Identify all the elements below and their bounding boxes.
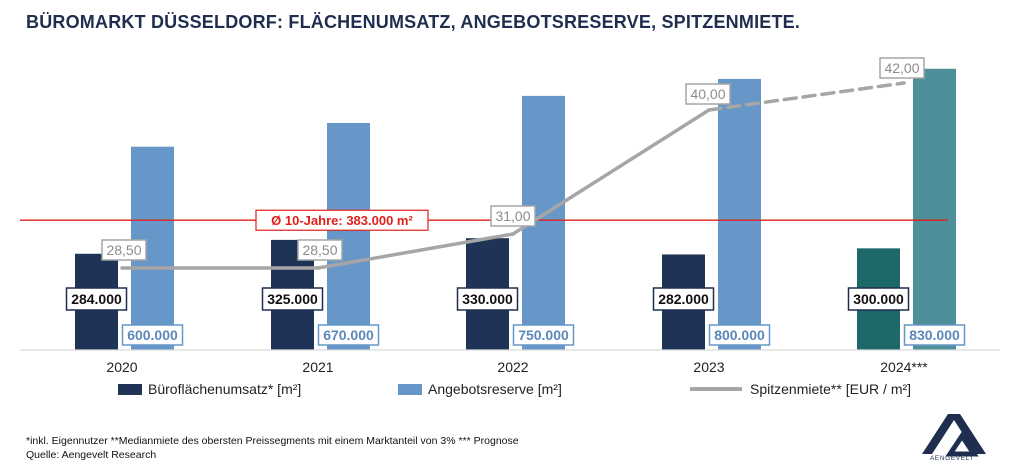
legend-swatch-umsatz [118, 383, 142, 395]
legend-item-miete: Spitzenmiete** [EUR / m²] [690, 381, 911, 397]
umsatz-label-3: 282.000 [658, 291, 709, 307]
umsatz-label-4: 300.000 [853, 291, 904, 307]
legend-item-umsatz: Büroflächenumsatz* [m²] [118, 381, 301, 397]
umsatz-label-1: 325.000 [267, 291, 318, 307]
legend-swatch-angebot [398, 383, 422, 395]
legend-label-umsatz: Büroflächenumsatz* [m²] [148, 381, 302, 397]
x-tick-label-0: 2020 [106, 359, 137, 375]
bar-angebot-2023 [718, 78, 761, 351]
umsatz-label-box-0 [65, 287, 128, 311]
angebot-label-3: 800.000 [714, 327, 765, 343]
rent-label-4: 42,00 [884, 60, 919, 76]
angebot-label-4: 830.000 [909, 327, 960, 343]
umsatz-label-box-2 [456, 287, 519, 311]
angebot-label-box-1 [317, 324, 380, 346]
umsatz-label-box-4 [847, 287, 910, 311]
umsatz-label-2: 330.000 [462, 291, 513, 307]
chart: Ø 10-Jahre: 383.000 m² 28,50 28,50 31,00 40,… [20, 57, 1000, 375]
reference-label-box [255, 209, 429, 231]
rent-label-1: 28,50 [302, 242, 337, 258]
footnote: *inkl. Eigennutzer **Medianmiete des obe… [26, 434, 519, 462]
angebot-label-box-4 [903, 324, 966, 346]
legend-item-angebot: Angebotsreserve [m²] [398, 381, 562, 397]
angebot-label-box-2 [512, 324, 575, 346]
chart-title: BÜROMARKT DÜSSELDORF: FLÄCHENUMSATZ, ANG… [26, 12, 801, 32]
legend-swatch-miete [690, 387, 742, 391]
x-tick-label-1: 2021 [302, 359, 333, 375]
footnote-source: Quelle: Aengevelt Research [26, 449, 157, 461]
rent-label-3: 40,00 [690, 86, 725, 102]
rent-label-box-3 [685, 83, 731, 105]
x-tick-label-3: 2023 [693, 359, 724, 375]
umsatz-label-0: 284.000 [71, 291, 122, 307]
angebot-label-box-0 [121, 324, 184, 346]
x-tick-label-4: 2024*** [880, 359, 928, 375]
angebot-label-2: 750.000 [518, 327, 569, 343]
rent-label-box-1 [297, 239, 343, 261]
rent-label-box-0 [101, 239, 147, 261]
x-tick-label-2: 2022 [497, 359, 528, 375]
rent-line-segment-2 [511, 108, 711, 236]
angebot-label-box-3 [708, 324, 771, 346]
logo-text: AENGEVELT [930, 455, 974, 462]
umsatz-label-box-1 [261, 287, 324, 311]
rent-line-segment-1 [316, 232, 515, 270]
angebot-label-1: 670.000 [323, 327, 374, 343]
rent-line-segment-3 [707, 81, 906, 112]
rent-label-2: 31,00 [495, 208, 530, 224]
footnote-notes: *inkl. Eigennutzer **Medianmiete des obe… [26, 435, 519, 447]
rent-label-box-4 [879, 57, 925, 79]
angebot-label-0: 600.000 [127, 327, 178, 343]
legend: Büroflächenumsatz* [m²] Angebotsreserve … [0, 381, 1024, 405]
rent-label-0: 28,50 [106, 242, 141, 258]
legend-label-angebot: Angebotsreserve [m²] [428, 381, 562, 397]
bar-angebot-2021 [327, 122, 370, 350]
bar-angebot-2024 [913, 68, 956, 350]
legend-label-miete: Spitzenmiete** [EUR / m²] [750, 381, 912, 397]
reference-label: Ø 10-Jahre: 383.000 m² [271, 213, 413, 228]
aengevelt-logo [922, 414, 986, 457]
umsatz-label-box-3 [652, 287, 715, 311]
rent-label-box-2 [490, 205, 536, 227]
